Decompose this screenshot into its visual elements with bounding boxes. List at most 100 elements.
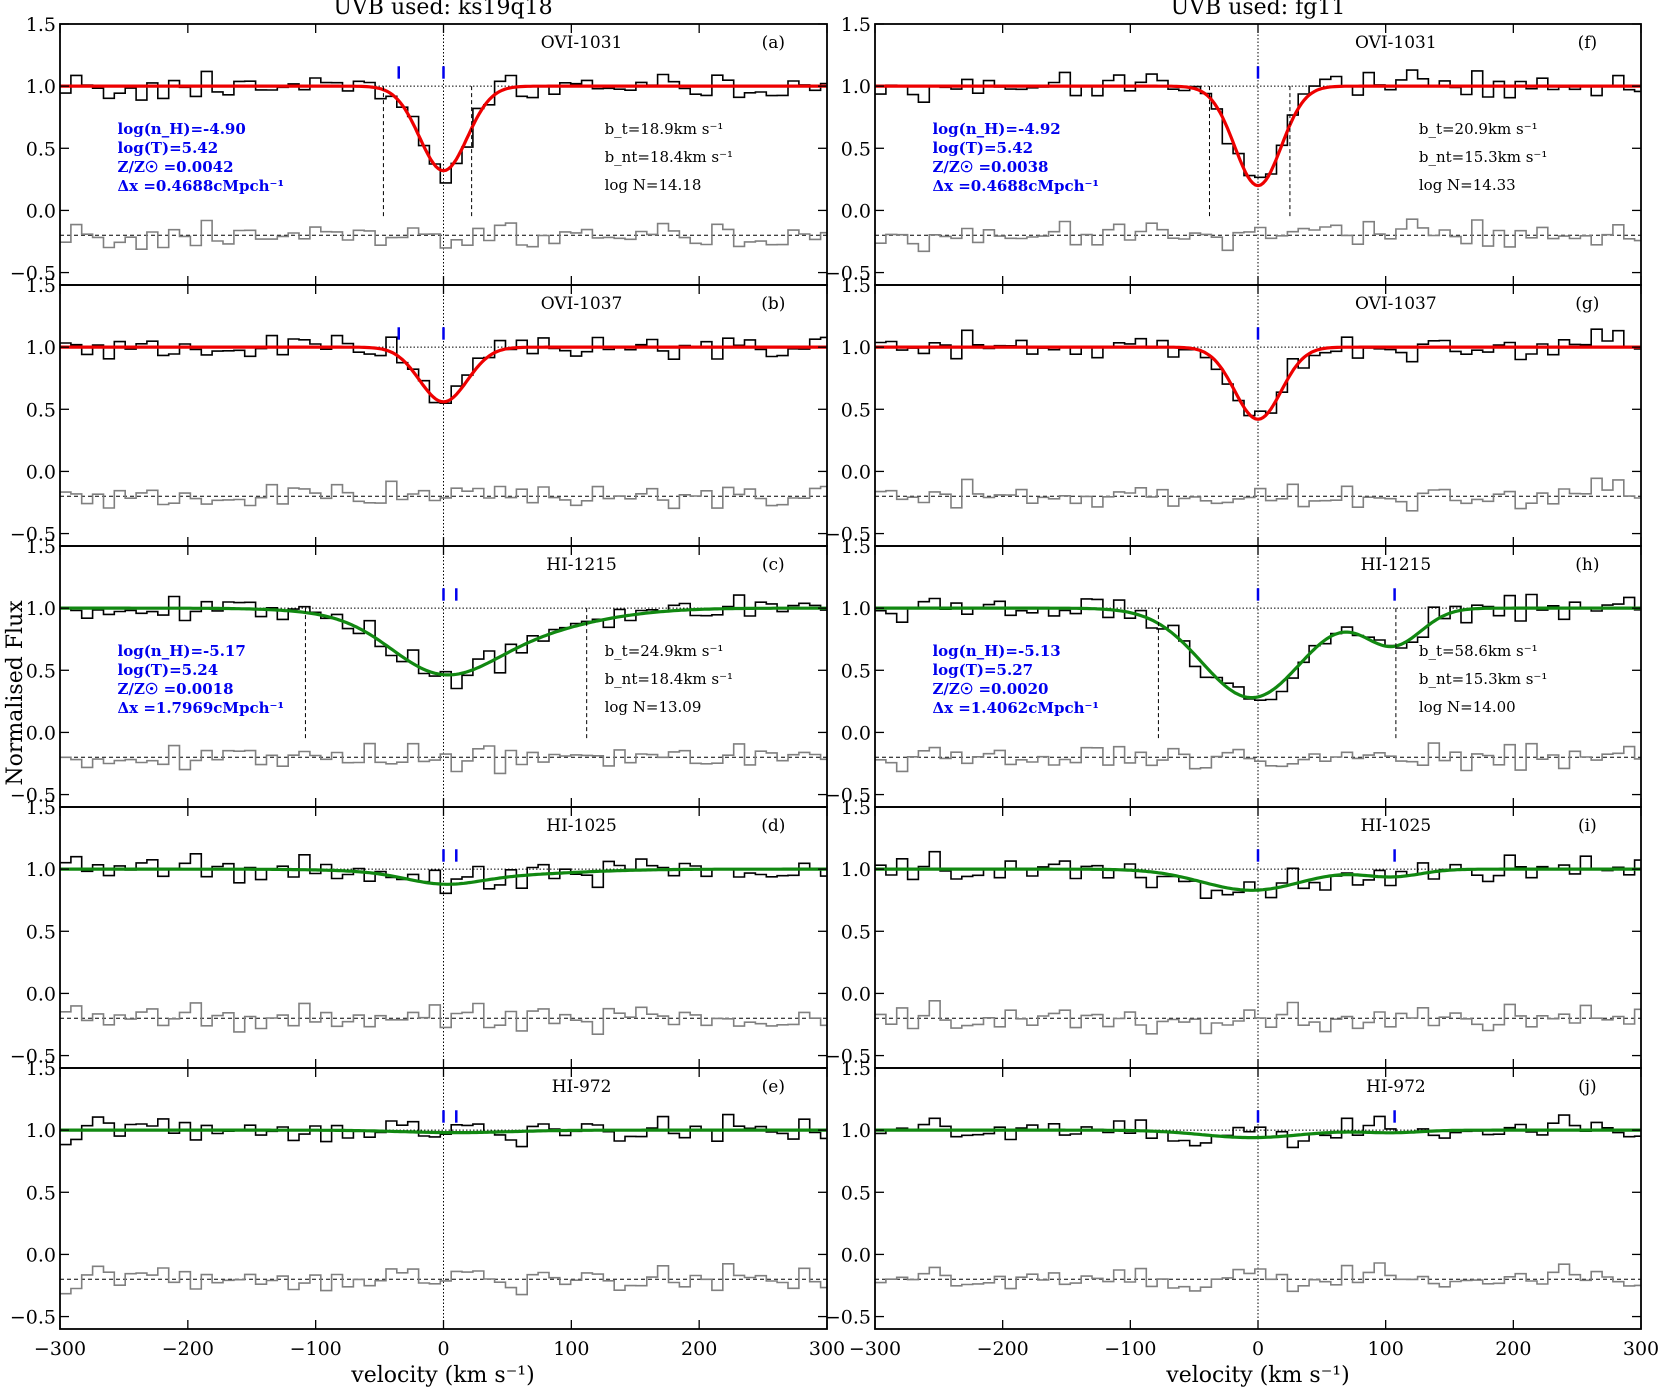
ion-label: OVI-1031 bbox=[541, 33, 623, 53]
y-tick-label: 1.0 bbox=[26, 337, 56, 359]
x-tick-label: −200 bbox=[977, 1338, 1029, 1360]
y-tick-label: 1.5 bbox=[841, 1058, 871, 1080]
model-fit bbox=[875, 84, 1641, 188]
panel-letter: (e) bbox=[762, 1077, 785, 1097]
model-param-1: log(T)=5.42 bbox=[118, 139, 219, 157]
model-fit bbox=[875, 606, 1641, 700]
y-tick-label: 1.5 bbox=[841, 14, 871, 36]
y-tick-label: 0.5 bbox=[841, 921, 871, 943]
y-tick-label: 0.0 bbox=[841, 722, 871, 744]
ion-label: HI-1025 bbox=[1361, 816, 1432, 836]
panel-d: −0.5 0.0 0.5 1.0 1.5 HI-1025 (d) bbox=[10, 797, 828, 1069]
panel-letter: (j) bbox=[1578, 1077, 1597, 1097]
data-spectrum bbox=[875, 593, 1641, 701]
y-tick-label: 0.0 bbox=[841, 200, 871, 222]
model-param-0: log(n_H)=-4.90 bbox=[118, 120, 246, 138]
y-tick-label: 1.0 bbox=[841, 337, 871, 359]
fit-result-2: log N=14.33 bbox=[1419, 176, 1516, 194]
y-tick-label: 0.5 bbox=[841, 660, 871, 682]
data-spectrum bbox=[875, 328, 1641, 417]
model-fit bbox=[60, 345, 827, 404]
y-tick-label: 1.0 bbox=[841, 598, 871, 620]
model-param-0: log(n_H)=-5.13 bbox=[932, 642, 1060, 660]
model-param-3: Δx =0.4688cMpch⁻¹ bbox=[118, 177, 285, 195]
plot-area-j bbox=[875, 1068, 1641, 1329]
model-fit bbox=[60, 84, 827, 173]
y-tick-label: 0.0 bbox=[841, 983, 871, 1005]
x-tick-label: 0 bbox=[1252, 1338, 1264, 1360]
y-tick-label: −0.5 bbox=[825, 524, 871, 546]
y-tick-label: −0.5 bbox=[825, 263, 871, 285]
y-tick-label: −0.5 bbox=[825, 1307, 871, 1329]
data-spectrum bbox=[60, 853, 827, 895]
plot-area-c bbox=[60, 546, 827, 807]
y-tick-label: 1.5 bbox=[26, 1058, 56, 1080]
panel-letter: (h) bbox=[1575, 555, 1599, 575]
plot-area-a bbox=[60, 24, 827, 285]
data-spectrum bbox=[875, 69, 1641, 179]
panel-i: −0.5 0.0 0.5 1.0 1.5 HI-1025 (i) bbox=[825, 797, 1642, 1069]
panel-letter: (f) bbox=[1578, 33, 1598, 53]
model-param-1: log(T)=5.42 bbox=[932, 139, 1033, 157]
y-tick-label: 1.0 bbox=[26, 1120, 56, 1142]
y-tick-label: 1.5 bbox=[841, 275, 871, 297]
x-tick-label: 0 bbox=[437, 1338, 449, 1360]
plot-area-e bbox=[60, 1068, 827, 1329]
model-fit bbox=[60, 867, 827, 886]
y-tick-label: −0.5 bbox=[10, 1307, 56, 1329]
panel-g: −0.5 0.0 0.5 1.0 1.5 OVI-1037 (g) bbox=[825, 275, 1642, 547]
model-param-1: log(T)=5.24 bbox=[118, 661, 219, 679]
x-tick-label: 100 bbox=[1368, 1338, 1404, 1360]
y-tick-label: −0.5 bbox=[10, 785, 56, 807]
residual-spectrum bbox=[875, 1262, 1641, 1293]
residual-spectrum bbox=[60, 742, 827, 775]
y-tick-label: −0.5 bbox=[825, 785, 871, 807]
residual-spectrum bbox=[875, 1000, 1641, 1035]
y-tick-label: 0.5 bbox=[26, 138, 56, 160]
residual-spectrum bbox=[60, 219, 827, 250]
y-tick-label: 0.0 bbox=[26, 200, 56, 222]
panel-j: −300 −200 −100 0 100 200 300 −0.5 0.0 0.5 1.0 1.5 HI… bbox=[825, 1058, 1659, 1360]
residual-spectrum bbox=[875, 477, 1641, 512]
ion-label: OVI-1037 bbox=[1355, 294, 1437, 314]
plot-area-b bbox=[60, 285, 827, 546]
panel-letter: (c) bbox=[762, 555, 785, 575]
residual-spectrum bbox=[60, 480, 827, 510]
y-tick-label: 1.0 bbox=[26, 76, 56, 98]
model-fit bbox=[60, 606, 827, 677]
panel-c: −0.5 0.0 0.5 1.0 1.5 HI-1215 (c) b_t=24.9km s⁻¹… bbox=[10, 536, 828, 808]
panel-letter: (g) bbox=[1575, 294, 1599, 314]
model-param-1: log(T)=5.27 bbox=[932, 661, 1033, 679]
model-param-0: log(n_H)=-4.92 bbox=[932, 120, 1060, 138]
x-axis-label-left: velocity (km s⁻¹) bbox=[350, 1363, 534, 1388]
x-tick-label: 200 bbox=[681, 1338, 717, 1360]
ion-label: HI-972 bbox=[1366, 1077, 1426, 1097]
x-tick-label: −300 bbox=[849, 1338, 901, 1360]
plot-area-g bbox=[875, 285, 1641, 546]
model-param-2: Z/Z☉ =0.0020 bbox=[932, 680, 1048, 698]
x-tick-label: −100 bbox=[290, 1338, 342, 1360]
x-tick-label: 300 bbox=[809, 1338, 845, 1360]
x-tick-label: 200 bbox=[1495, 1338, 1531, 1360]
data-spectrum bbox=[60, 594, 827, 690]
panel-e: −300 −200 −100 0 100 200 300 −0.5 0.0 0.5 1.0 1.5 HI… bbox=[10, 1058, 845, 1360]
model-param-3: Δx =1.4062cMpch⁻¹ bbox=[932, 699, 1099, 717]
y-tick-label: 1.5 bbox=[26, 536, 56, 558]
y-tick-label: 1.5 bbox=[841, 536, 871, 558]
panel-letter: (i) bbox=[1578, 816, 1597, 836]
y-tick-label: 0.5 bbox=[26, 921, 56, 943]
x-tick-label: −100 bbox=[1104, 1338, 1156, 1360]
y-tick-label: 1.0 bbox=[26, 859, 56, 881]
data-spectrum bbox=[875, 1114, 1641, 1149]
model-fit bbox=[875, 867, 1641, 892]
ion-label: HI-1025 bbox=[546, 816, 617, 836]
y-tick-label: −0.5 bbox=[10, 263, 56, 285]
fit-result-1: b_nt=15.3km s⁻¹ bbox=[1419, 670, 1547, 688]
x-axis-label-right: velocity (km s⁻¹) bbox=[1165, 1363, 1349, 1388]
x-tick-label: 100 bbox=[553, 1338, 589, 1360]
x-tick-label: −200 bbox=[162, 1338, 214, 1360]
y-tick-label: 1.5 bbox=[26, 797, 56, 819]
y-tick-label: −0.5 bbox=[10, 1046, 56, 1068]
y-tick-label: −0.5 bbox=[10, 524, 56, 546]
y-axis-label: Normalised Flux bbox=[3, 600, 28, 786]
